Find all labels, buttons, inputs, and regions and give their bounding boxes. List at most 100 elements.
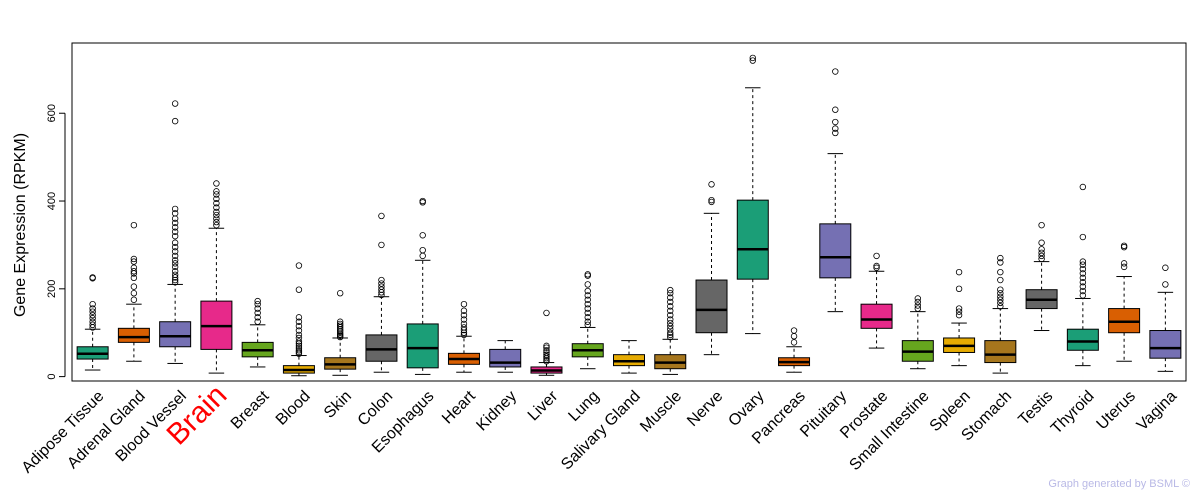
outlier-point (914, 302, 922, 309)
outlier-point (378, 276, 385, 284)
outlier-point (1038, 249, 1045, 257)
box-iqr (984, 340, 1017, 364)
outlier-point (213, 211, 220, 219)
outlier-point (89, 311, 96, 319)
outlier-point (955, 285, 963, 293)
outlier-point (213, 195, 220, 203)
box-liver (530, 309, 563, 376)
outlier-point (171, 279, 179, 286)
box-iqr (489, 348, 522, 368)
box-nerve (695, 181, 728, 356)
outlier-point (997, 299, 1004, 307)
outlier-point (295, 348, 303, 356)
outlier-point (1079, 258, 1087, 265)
outlier-point (213, 180, 220, 187)
outlier-point (584, 318, 591, 325)
box-heart (447, 300, 480, 373)
box-iqr (860, 303, 893, 329)
outlier-point (708, 181, 715, 188)
outlier-point (749, 57, 756, 64)
outlier-point (89, 300, 96, 308)
outlier-point (336, 290, 344, 297)
outlier-point (667, 311, 674, 319)
box-iqr (117, 327, 150, 343)
outlier-point (790, 327, 798, 334)
outlier-point (254, 297, 261, 305)
outlier-point (584, 309, 591, 317)
outlier-point (584, 272, 591, 279)
outlier-point (1079, 292, 1087, 299)
x-tick-label: Uterus (1094, 388, 1139, 433)
y-tick-label: 600 (46, 104, 58, 122)
outlier-point (584, 292, 591, 299)
outlier-point (667, 298, 674, 306)
outlier-point (543, 342, 550, 350)
outlier-point (89, 308, 96, 315)
outlier-point (295, 334, 303, 342)
box-iqr (819, 223, 852, 279)
outlier-point (1162, 281, 1169, 288)
outlier-point (130, 268, 138, 275)
outlier-point (171, 232, 179, 240)
outlier-point (378, 241, 385, 249)
box-iqr (406, 323, 439, 369)
outlier-point (997, 286, 1004, 293)
outlier-point (171, 100, 179, 107)
outlier-point (254, 318, 261, 325)
outlier-point (171, 239, 179, 246)
x-tick-label: Thyroid (1048, 388, 1098, 438)
outlier-point (667, 294, 674, 301)
box-ovary (736, 54, 769, 335)
outlier-point (832, 125, 839, 132)
outlier-point (213, 208, 220, 216)
outlier-point (171, 268, 179, 275)
outlier-point (378, 283, 385, 290)
outlier-point (997, 296, 1004, 303)
x-tick-label: Vagina (1134, 388, 1180, 434)
box-blood-vessel (159, 100, 192, 364)
outlier-point (584, 321, 591, 329)
outlier-point (667, 303, 674, 310)
box-thyroid (1066, 183, 1099, 367)
outlier-point (1079, 183, 1087, 191)
outlier-point (460, 326, 468, 334)
outlier-point (171, 257, 179, 264)
y-axis-label: Gene Expression (RPKM) (12, 133, 29, 317)
box-vagina (1149, 264, 1182, 372)
outlier-point (460, 331, 468, 339)
box-brain (200, 180, 233, 374)
outlier-point (171, 228, 179, 235)
outlier-point (1120, 263, 1128, 271)
box-iqr (1066, 328, 1099, 351)
outlier-point (130, 274, 138, 282)
outlier-point (1120, 260, 1128, 267)
outlier-point (295, 347, 303, 354)
box-uterus (1108, 242, 1141, 362)
outlier-point (130, 283, 138, 290)
outlier-point (89, 305, 96, 312)
y-tick-label: 0 (46, 374, 58, 380)
box-iqr (159, 321, 192, 348)
outlier-point (336, 320, 344, 328)
outlier-point (130, 258, 138, 265)
outlier-point (667, 319, 674, 327)
outlier-point (997, 268, 1004, 276)
outlier-point (171, 274, 179, 281)
outlier-point (213, 188, 220, 195)
box-muscle (654, 286, 687, 375)
outlier-point (1038, 239, 1045, 246)
outlier-point (378, 280, 385, 287)
outlier-point (460, 324, 468, 331)
box-testis (1025, 221, 1058, 332)
outlier-point (295, 314, 303, 321)
outlier-point (1079, 270, 1087, 277)
outlier-point (1079, 287, 1087, 295)
outlier-point (543, 349, 550, 356)
box-kidney (489, 340, 522, 373)
outlier-point (1038, 246, 1045, 253)
y-tick-label: 200 (46, 280, 58, 298)
outlier-point (295, 327, 303, 334)
x-tick-label: Skin (321, 388, 355, 422)
outlier-point (667, 329, 674, 336)
